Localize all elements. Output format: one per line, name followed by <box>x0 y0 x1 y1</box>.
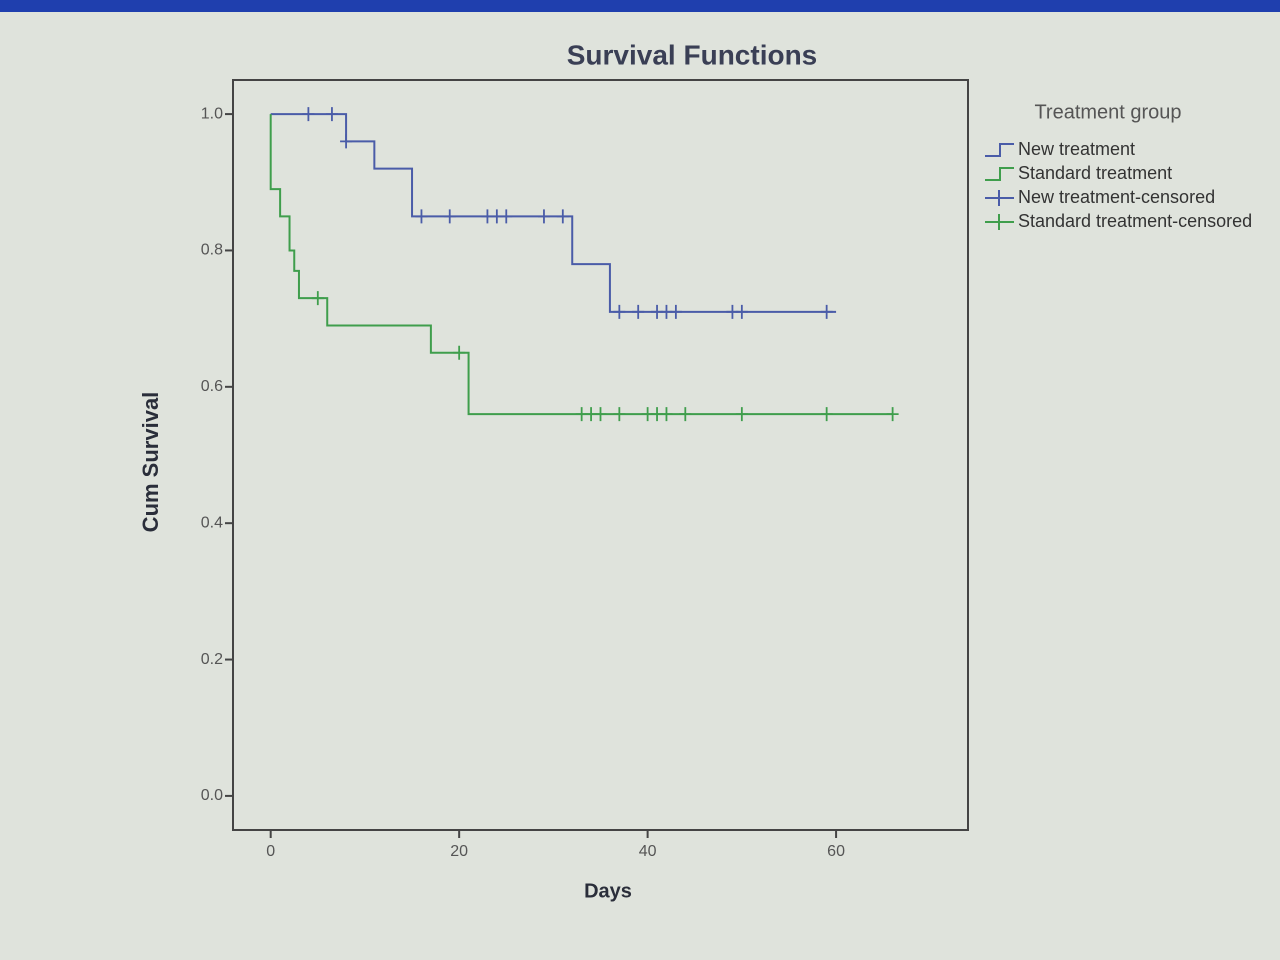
censor-mark <box>735 304 748 319</box>
censor-mark <box>679 407 692 422</box>
censor-mark <box>669 304 682 319</box>
x-tick-label: 0 <box>266 843 275 860</box>
censor-mark <box>453 345 466 360</box>
x-tick-label: 40 <box>639 843 657 860</box>
legend-label: Standard treatment-censored <box>1018 211 1252 231</box>
censor-mark <box>443 209 456 224</box>
censor-mark <box>660 407 673 422</box>
censor-mark <box>632 304 645 319</box>
censor-mark <box>613 407 626 422</box>
legend-symbol <box>985 167 1014 181</box>
censor-mark <box>302 107 315 122</box>
y-tick-label: 1.0 <box>201 105 223 122</box>
x-tick-label: 60 <box>827 843 845 860</box>
censor-mark <box>556 209 569 224</box>
censor-mark <box>537 209 550 224</box>
x-tick-label: 20 <box>450 843 468 860</box>
censor-mark <box>325 107 338 122</box>
legend-label: New treatment-censored <box>1018 187 1215 207</box>
survival-line <box>269 114 893 416</box>
y-tick-label: 0.2 <box>201 651 223 668</box>
legend-symbol <box>985 214 1014 230</box>
y-tick-label: 0.6 <box>201 378 223 395</box>
y-axis-label: Cum Survival <box>138 392 163 533</box>
legend-label: New treatment <box>1018 139 1135 159</box>
censor-mark <box>594 407 607 422</box>
censor-mark <box>340 134 353 149</box>
censor-mark <box>613 304 626 319</box>
legend-label: Standard treatment <box>1018 163 1172 183</box>
y-tick-label: 0.4 <box>201 514 223 531</box>
chart-title: Survival Functions <box>567 39 818 70</box>
censor-mark <box>820 304 833 319</box>
window-edge <box>0 0 1280 12</box>
legend-symbol <box>985 143 1014 157</box>
x-axis-label: Days <box>584 880 632 902</box>
censor-mark <box>311 291 324 306</box>
censor-mark <box>735 407 748 422</box>
censor-mark <box>415 209 428 224</box>
y-tick-label: 0.0 <box>201 787 223 804</box>
legend-symbol <box>985 190 1014 206</box>
y-tick-label: 0.8 <box>201 242 223 259</box>
plot-frame <box>232 79 969 831</box>
censor-mark <box>500 209 513 224</box>
legend-title: Treatment group <box>1034 101 1181 123</box>
censor-mark <box>820 407 833 422</box>
censor-mark <box>886 407 899 422</box>
